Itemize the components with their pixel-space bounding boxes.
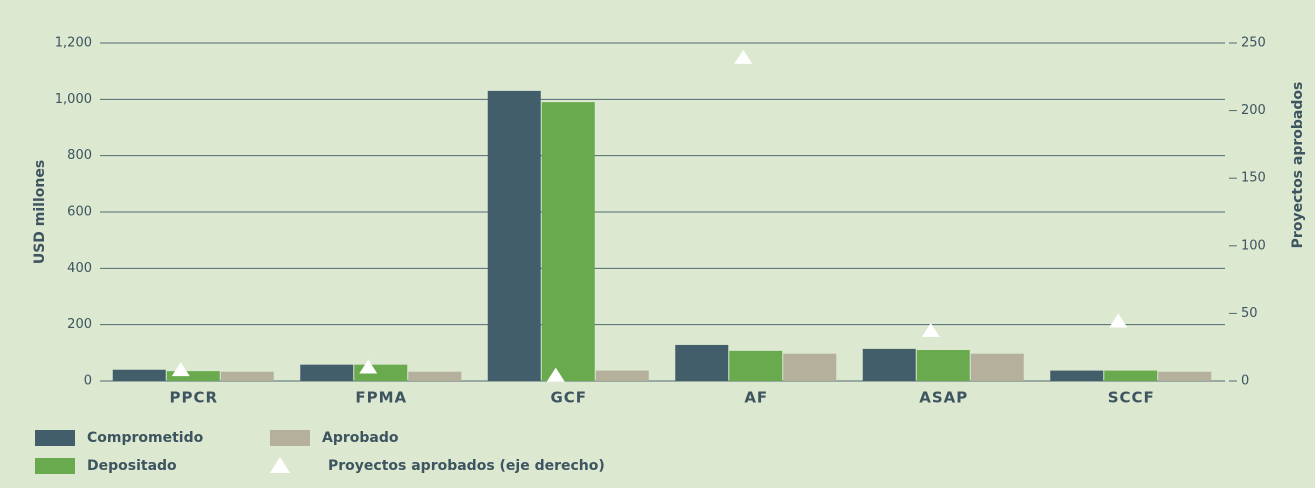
bar — [300, 364, 354, 381]
y2-tick-label: 0 — [1241, 374, 1249, 389]
bar — [487, 90, 541, 381]
bar — [166, 371, 220, 381]
y-tick-label: 800 — [67, 148, 92, 163]
x-tick-label: SCCF — [1108, 389, 1155, 407]
marker — [734, 49, 753, 64]
y-tick-label: 1,200 — [55, 36, 92, 51]
bar — [1104, 370, 1158, 381]
y-tick-label: 600 — [67, 205, 92, 220]
bar — [862, 348, 916, 381]
bar — [970, 353, 1024, 381]
y-tick-label: 0 — [84, 374, 92, 389]
bar — [916, 350, 970, 381]
bar — [220, 371, 274, 381]
y2-tick-label: 150 — [1241, 171, 1266, 186]
legend-swatch — [270, 457, 290, 473]
y-tick-label: 1,000 — [55, 92, 92, 107]
legend-label: Comprometido — [87, 430, 204, 446]
y-axis-label: USD millones — [32, 160, 48, 264]
bar — [408, 371, 462, 381]
legend-swatch — [270, 430, 310, 446]
legend-label: Aprobado — [322, 430, 399, 446]
y2-tick-label: 200 — [1241, 103, 1266, 118]
marker — [1109, 313, 1128, 328]
x-tick-label: ASAP — [919, 389, 968, 407]
x-tick-label: PPCR — [169, 389, 218, 407]
bar — [595, 370, 649, 381]
y2-tick-label: 50 — [1241, 306, 1258, 321]
marker — [359, 359, 378, 374]
legend-label: Proyectos aprobados (eje derecho) — [328, 458, 605, 474]
bar — [112, 369, 166, 381]
bar — [1050, 370, 1104, 381]
marker — [171, 362, 190, 377]
bar — [541, 102, 595, 382]
y-tick-label: 400 — [67, 261, 92, 276]
legend-swatch — [35, 458, 75, 474]
legend-label: Depositado — [87, 458, 177, 474]
marker — [546, 367, 565, 382]
marker — [921, 322, 940, 337]
bar — [783, 353, 837, 381]
x-tick-label: FPMA — [355, 389, 407, 407]
legend-swatch — [35, 430, 75, 446]
x-tick-label: AF — [744, 389, 768, 407]
y-tick-label: 200 — [67, 317, 92, 332]
bar — [729, 350, 783, 381]
y2-tick-label: 100 — [1241, 238, 1266, 253]
y2-tick-label: 250 — [1241, 36, 1266, 51]
bar — [675, 344, 729, 381]
x-tick-label: GCF — [550, 389, 587, 407]
bar — [1158, 371, 1212, 381]
y2-axis-label: Proyectos aprobados — [1290, 82, 1306, 249]
